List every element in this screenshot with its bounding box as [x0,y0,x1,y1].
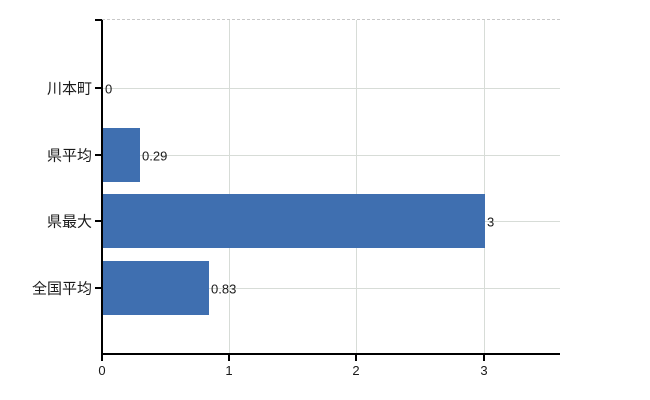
y-axis-tick [95,220,102,222]
y-gridline [102,288,560,289]
x-gridline [484,20,485,354]
value-label: 3 [487,214,495,230]
bar-4 [103,261,209,315]
y-axis-tick [95,87,102,89]
y-gridline [102,155,560,156]
category-label: 県平均 [46,147,92,165]
y-axis-tick [95,154,102,156]
bar-2 [103,128,140,182]
x-tick-label: 1 [225,363,233,378]
category-label: 川本町 [46,80,92,98]
x-axis-tick [228,355,230,361]
value-label: 0.29 [142,148,168,164]
x-tick-label: 0 [98,363,106,378]
y-axis-line [101,20,103,354]
value-label: 0 [105,81,113,97]
y-axis-tick [95,287,102,289]
x-tick-label: 2 [352,363,360,378]
x-axis-tick [355,355,357,361]
x-gridline [356,20,357,354]
x-tick-label: 3 [480,363,488,378]
y-axis-tick [95,19,102,21]
plot-top-border [102,19,560,20]
bar-3 [103,194,485,248]
x-gridline [229,20,230,354]
x-axis-tick [101,355,103,361]
category-label: 全国平均 [31,280,92,298]
x-axis-line [101,353,560,355]
value-label: 0.83 [211,281,237,297]
category-label: 県最大 [46,213,92,231]
x-axis-tick [483,355,485,361]
y-gridline [102,88,560,89]
